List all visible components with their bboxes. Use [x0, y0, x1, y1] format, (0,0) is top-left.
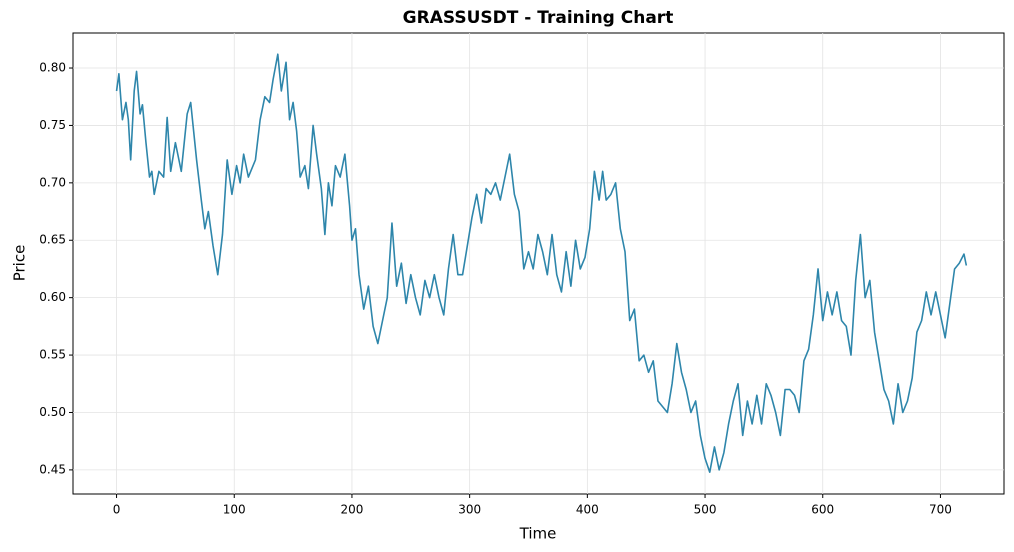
y-tick-label: 0.60 [39, 290, 66, 304]
y-tick-label: 0.80 [39, 61, 66, 75]
x-tick-label: 300 [458, 503, 481, 517]
x-axis-label: Time [519, 525, 557, 543]
y-tick-label: 0.45 [39, 462, 66, 476]
x-tick-label: 700 [929, 503, 952, 517]
y-tick-label: 0.65 [39, 233, 66, 247]
x-tick-label: 100 [223, 503, 246, 517]
plot-frame [72, 32, 1005, 495]
y-tick-label: 0.50 [39, 405, 66, 419]
price-line [115, 53, 968, 473]
x-tick-label: 500 [694, 503, 717, 517]
y-axis-label: Price [11, 245, 29, 282]
x-tick-label: 200 [340, 503, 363, 517]
x-tick-label: 400 [576, 503, 599, 517]
x-tick-label: 0 [113, 503, 121, 517]
y-tick-label: 0.70 [39, 175, 66, 189]
chart-title: GRASSUSDT - Training Chart [403, 8, 674, 28]
y-tick-label: 0.55 [39, 348, 66, 362]
y-tick-label: 0.75 [39, 118, 66, 132]
x-tick-label: 600 [811, 503, 834, 517]
